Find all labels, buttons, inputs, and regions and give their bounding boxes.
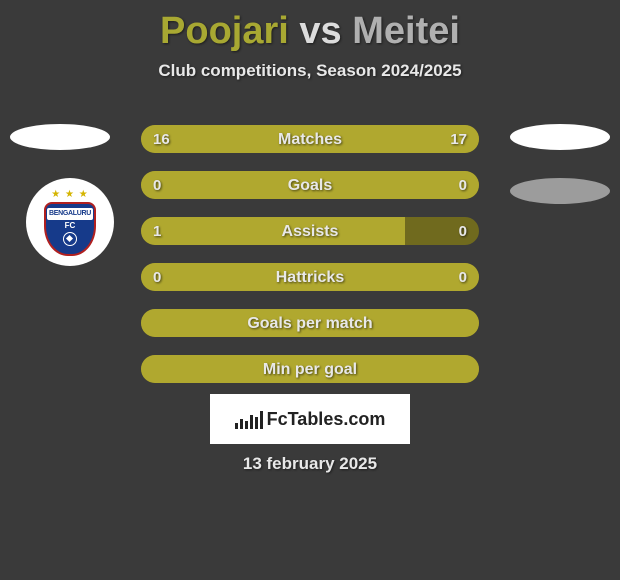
- stat-row-hattricks: 00Hattricks: [140, 262, 480, 292]
- stat-label: Assists: [141, 217, 479, 247]
- stat-label: Hattricks: [141, 263, 479, 293]
- player2-color-swatch-2: [510, 178, 610, 204]
- stat-row-min-per-goal: Min per goal: [140, 354, 480, 384]
- comparison-title: Poojari vs Meitei: [0, 0, 620, 53]
- player1-name: Poojari: [160, 10, 289, 52]
- player2-color-swatch-1: [510, 124, 610, 150]
- badge-banner: BENGALURU: [47, 208, 93, 220]
- badge-fc: FC: [65, 221, 76, 230]
- brand-bars-icon: [235, 409, 263, 429]
- stat-row-goals: 00Goals: [140, 170, 480, 200]
- stat-row-goals-per-match: Goals per match: [140, 308, 480, 338]
- stat-label: Min per goal: [141, 355, 479, 385]
- brand-badge: FcTables.com: [210, 394, 410, 444]
- stat-label: Matches: [141, 125, 479, 155]
- footer-date: 13 february 2025: [0, 454, 620, 474]
- brand-icon-bar: [255, 417, 258, 429]
- brand-icon-bar: [235, 423, 238, 429]
- brand-icon-bar: [245, 421, 248, 429]
- vs-text: vs: [299, 10, 341, 52]
- brand-text: FcTables.com: [267, 409, 386, 430]
- brand-icon-bar: [260, 411, 263, 429]
- stat-row-assists: 10Assists: [140, 216, 480, 246]
- brand-icon-bar: [250, 415, 253, 429]
- stat-row-matches: 1617Matches: [140, 124, 480, 154]
- subtitle: Club competitions, Season 2024/2025: [0, 61, 620, 81]
- stat-label: Goals: [141, 171, 479, 201]
- stats-bars: 1617Matches 00Goals 10Assists 00Hattricks Go…: [140, 124, 480, 400]
- brand-icon-bar: [240, 419, 243, 429]
- club-badge: ★ ★ ★ BENGALURU FC: [26, 178, 114, 266]
- badge-stars: ★ ★ ★: [51, 189, 88, 200]
- badge-ball-icon: [63, 232, 77, 246]
- player2-name: Meitei: [352, 10, 460, 52]
- stat-label: Goals per match: [141, 309, 479, 339]
- player1-color-swatch: [10, 124, 110, 150]
- badge-shield: BENGALURU FC: [44, 202, 96, 256]
